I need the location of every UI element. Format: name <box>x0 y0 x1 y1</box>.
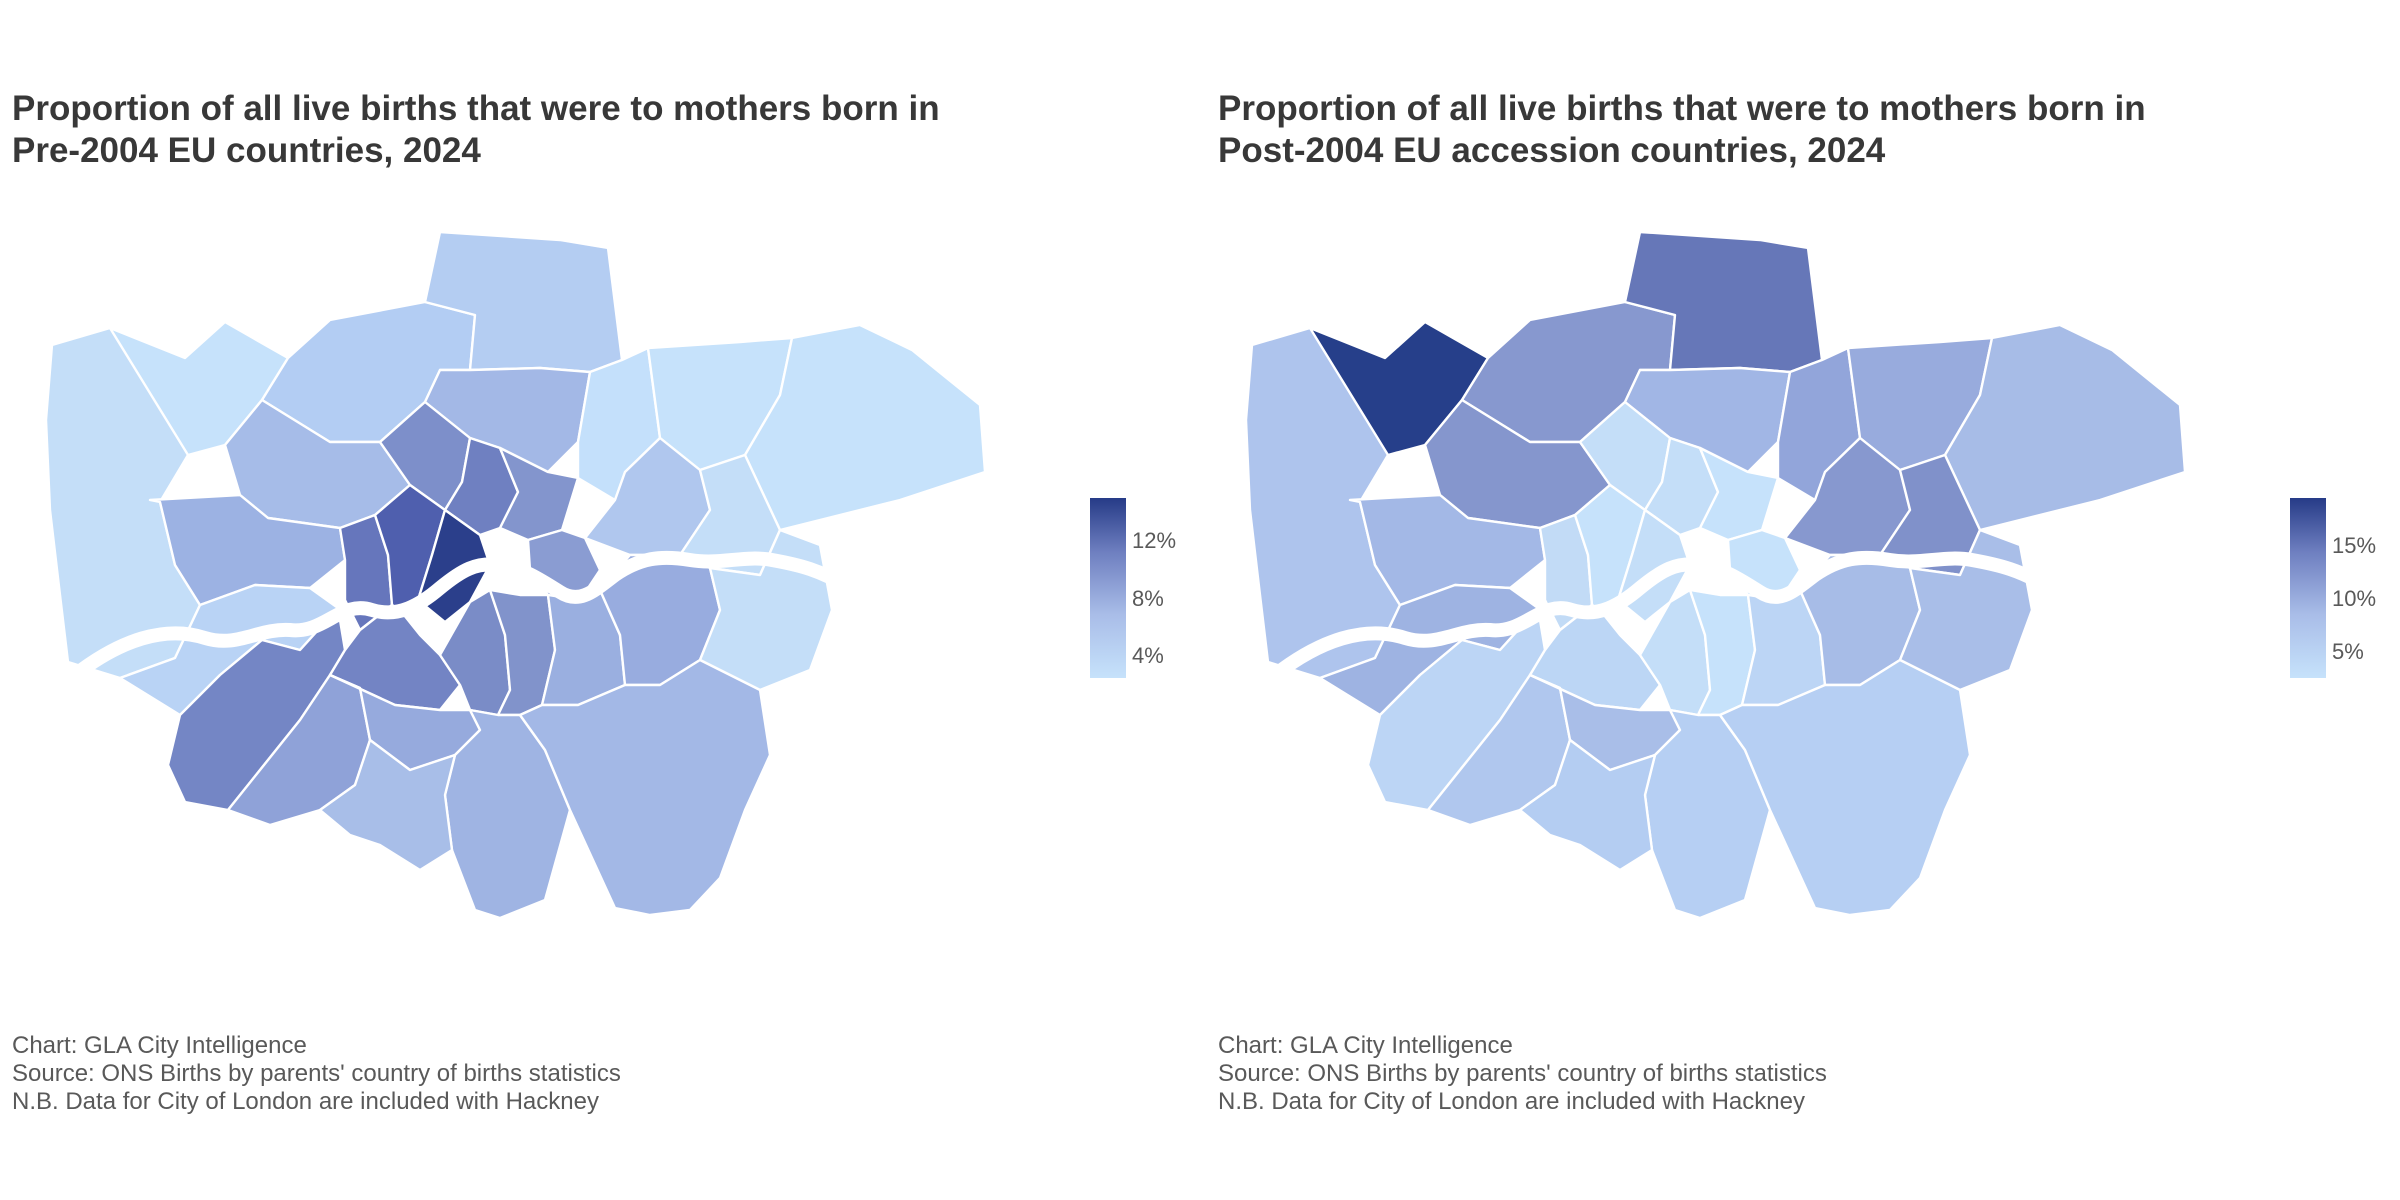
borough-sutton <box>1518 738 1657 872</box>
legend-tick-label: 12% <box>1132 528 1177 554</box>
map-title: Proportion of all live births that were … <box>1218 88 2368 172</box>
london-choropleth-map <box>44 230 987 920</box>
legend-tick-label: 5% <box>2332 638 2364 664</box>
boroughs-layer <box>44 230 987 920</box>
caption-credit: Chart: GLA City Intelligence <box>12 1032 307 1059</box>
legend-tick-label: 15% <box>2332 532 2377 558</box>
legend-tick <box>1126 655 1134 658</box>
map-panel-pre2004: Proportion of all live births that were … <box>12 88 1176 1116</box>
chart-caption: Chart: GLA City Intelligence Source: ONS… <box>1218 1032 1827 1116</box>
legend-tick <box>2326 597 2334 600</box>
river-thames <box>1268 550 2057 682</box>
map-title-line1: Proportion of all live births that were … <box>12 89 940 128</box>
borough-havering <box>743 323 987 532</box>
legend-tick <box>2326 544 2334 547</box>
chart-caption: Chart: GLA City Intelligence Source: ONS… <box>12 1032 621 1116</box>
caption-credit: Chart: GLA City Intelligence <box>1218 1032 1513 1059</box>
caption-source: Source: ONS Births by parents' country o… <box>1218 1060 1827 1087</box>
caption-note: N.B. Data for City of London are include… <box>1218 1088 1805 1115</box>
borough-havering <box>1943 323 2187 532</box>
caption-note: N.B. Data for City of London are include… <box>12 1088 599 1115</box>
map-panel-post2004: Proportion of all live births that were … <box>1200 0 2400 1200</box>
boroughs-layer <box>1244 230 2187 920</box>
legend-tick <box>2326 650 2334 653</box>
map-title: Proportion of all live births that were … <box>12 88 1162 172</box>
legend-tick-label: 4% <box>1132 643 1164 669</box>
legend-colour-bar <box>2290 498 2326 678</box>
legend-colour-bar <box>1090 498 1126 678</box>
borough-bromley <box>1718 658 1972 917</box>
london-choropleth-map <box>1244 230 2187 920</box>
legend-tick-label: 10% <box>2332 585 2377 611</box>
river-thames <box>68 550 857 682</box>
map-title-line1: Proportion of all live births that were … <box>1218 89 2146 128</box>
legend-tick-label: 8% <box>1132 585 1164 611</box>
map-title-line2: Pre-2004 EU countries, 2024 <box>12 131 481 170</box>
caption-source: Source: ONS Births by parents' country o… <box>12 1060 621 1087</box>
colour-legend: 15% 10% 5% <box>2290 498 2400 683</box>
map-title-line2: Post-2004 EU accession countries, 2024 <box>1218 131 1886 170</box>
legend-tick <box>1126 540 1134 543</box>
colour-legend: 12% 8% 4% <box>1090 498 1210 683</box>
borough-bromley <box>518 658 772 917</box>
legend-tick <box>1126 597 1134 600</box>
borough-sutton <box>318 738 457 872</box>
